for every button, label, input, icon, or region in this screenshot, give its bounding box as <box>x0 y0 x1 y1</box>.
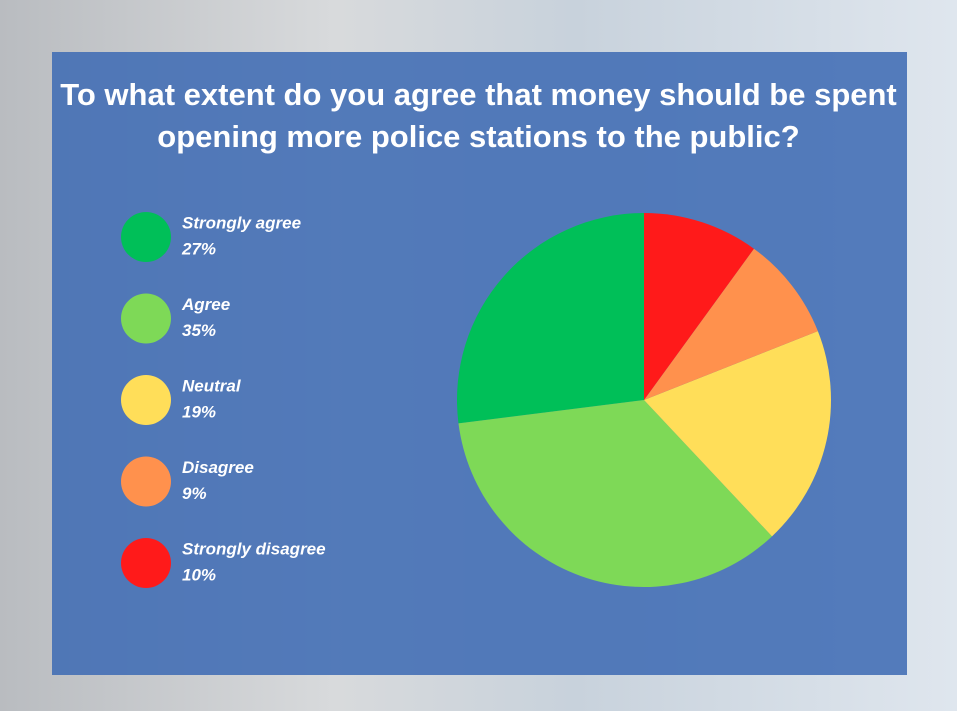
legend-swatch <box>121 538 171 588</box>
value-label: 27% <box>181 239 216 258</box>
legend-label: Disagree <box>182 458 254 477</box>
legend-swatch <box>121 212 171 262</box>
pie-slice <box>458 400 773 588</box>
legend-swatch <box>121 293 171 344</box>
pie-slice <box>644 331 832 537</box>
chart-title: To what extent do you agree that money s… <box>60 77 897 154</box>
legend-swatch <box>121 456 171 507</box>
pie-slice <box>456 213 644 424</box>
pie-slice <box>644 248 818 400</box>
legend-label: Agree <box>181 295 230 314</box>
pie-slice <box>644 213 754 400</box>
value-label: 10% <box>182 565 216 584</box>
value-label: 19% <box>182 402 216 421</box>
legend-label: Strongly disagree <box>182 539 326 558</box>
legend-label: Strongly agree <box>182 213 301 232</box>
value-label: 35% <box>182 321 216 340</box>
legend-label: Neutral <box>182 376 242 395</box>
legend-swatch <box>121 375 171 425</box>
value-label: 9% <box>182 484 207 503</box>
